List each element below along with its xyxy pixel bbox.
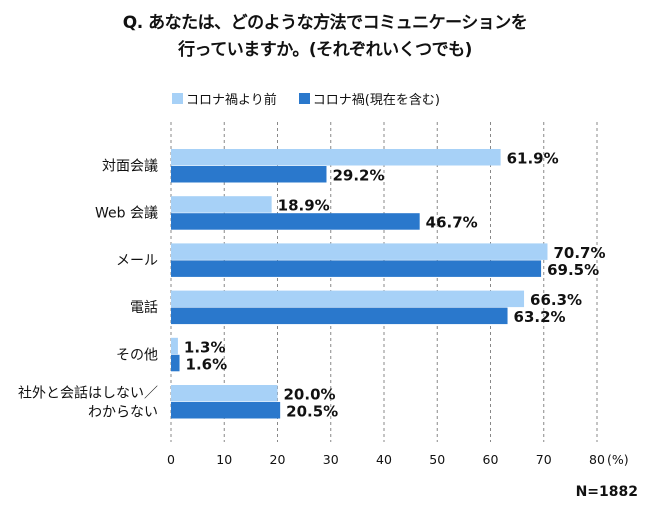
category-label: その他 [116, 347, 158, 363]
data-label: 18.9% [278, 197, 330, 215]
bar-before [171, 337, 178, 355]
x-tick-label: 80 [589, 452, 605, 467]
data-label: 1.3% [184, 338, 226, 356]
bar-current [171, 213, 420, 230]
category-label: Web 会議 [95, 205, 158, 222]
category-label: 電話 [130, 299, 158, 316]
bar-current [171, 354, 180, 372]
data-label: 1.6% [186, 355, 228, 373]
data-label: 20.0% [284, 386, 336, 404]
x-tick-label: 70 [536, 452, 552, 467]
category-label: わからない [88, 405, 158, 421]
bar-before [171, 196, 272, 213]
x-unit-label: (%) [607, 452, 629, 467]
sample-size: N=1882 [575, 484, 638, 500]
legend-swatch-before [172, 93, 183, 104]
chart-title-line-2: 行っていますか。(それぞれいくつでも) [178, 40, 472, 60]
data-label: 66.3% [530, 291, 582, 309]
legend-item-before: コロナ禍より前 [172, 89, 277, 108]
bar-current [171, 307, 508, 325]
x-tick-label: 20 [270, 452, 286, 467]
category-label: メール [116, 253, 158, 269]
x-tick-label: 40 [376, 452, 392, 467]
x-tick-label: 10 [216, 452, 232, 467]
bar-before [171, 243, 548, 260]
bar-before [171, 385, 278, 402]
category-label: 社外と会話はしない／ [18, 385, 158, 402]
x-tick-label: 30 [323, 452, 339, 467]
data-label: 69.5% [547, 261, 599, 279]
x-tick-label: 0 [167, 452, 175, 467]
bar-current [171, 402, 281, 419]
legend-swatch-current [298, 93, 310, 104]
data-label: 20.5% [286, 403, 338, 421]
legend-item-current: コロナ禍(現在を含む) [298, 89, 440, 108]
bar-current [171, 166, 327, 183]
legend: コロナ禍より前 コロナ禍(現在を含む) [172, 89, 462, 108]
category-label: 対面会議 [102, 158, 158, 175]
legend-label-before: コロナ禍より前 [186, 93, 277, 108]
data-label: 70.7% [553, 244, 605, 262]
data-label: 61.9% [507, 150, 559, 168]
bar-before [171, 149, 501, 166]
bar-before [171, 290, 525, 308]
bar-current [171, 260, 542, 277]
data-label: 29.2% [332, 167, 384, 185]
legend-label-current: コロナ禍(現在を含む) [312, 93, 440, 108]
data-label: 63.2% [514, 308, 566, 326]
x-tick-label: 60 [483, 452, 499, 467]
chart-title-line-1: Q. あなたは、どのような方法でコミュニケーションを [122, 13, 528, 33]
x-tick-label: 50 [429, 452, 445, 467]
data-label: 46.7% [426, 214, 478, 232]
